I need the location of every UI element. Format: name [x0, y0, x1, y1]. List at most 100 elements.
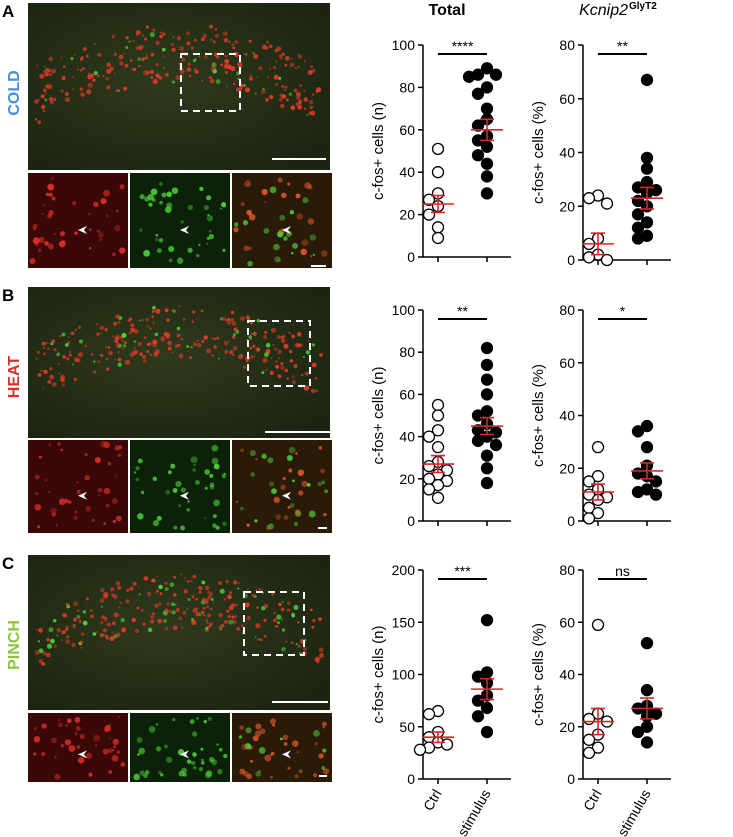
cell	[223, 340, 229, 346]
cell	[160, 773, 164, 777]
cell	[165, 489, 171, 495]
cell	[254, 355, 257, 358]
cell	[284, 368, 289, 373]
cell	[101, 605, 103, 608]
cell	[176, 326, 181, 331]
cell	[241, 743, 249, 751]
cell	[254, 92, 257, 95]
data-point	[489, 68, 503, 81]
cell	[80, 647, 83, 649]
cell	[171, 187, 179, 194]
cell	[247, 260, 253, 267]
y-tick-label: 40	[399, 164, 415, 180]
cell	[211, 354, 214, 357]
cell	[235, 603, 238, 607]
cell	[225, 579, 230, 584]
cell	[261, 453, 267, 459]
cell	[248, 335, 252, 339]
cell	[44, 92, 47, 95]
cell	[51, 196, 56, 201]
cell	[274, 256, 281, 263]
cell	[85, 752, 93, 760]
cell	[219, 317, 224, 321]
cell	[318, 647, 324, 653]
cell	[95, 323, 98, 326]
cell	[143, 249, 151, 257]
cell	[233, 327, 238, 332]
arrowhead	[282, 491, 291, 500]
cell	[96, 332, 100, 336]
cell	[42, 386, 45, 389]
cell	[60, 448, 63, 452]
cell	[224, 70, 229, 75]
cell	[44, 478, 48, 482]
cell	[54, 773, 61, 780]
cell	[132, 67, 136, 72]
cell	[191, 731, 198, 737]
cell	[79, 733, 85, 740]
y-tick-label: 0	[567, 771, 575, 787]
cell	[250, 355, 254, 359]
cell	[158, 771, 162, 775]
cell	[275, 60, 278, 63]
cell	[240, 448, 244, 453]
cell	[285, 640, 288, 643]
cell	[113, 358, 116, 361]
cell	[272, 618, 277, 623]
cell	[74, 231, 78, 235]
data-point	[431, 440, 445, 454]
cell	[112, 621, 116, 626]
cell	[307, 69, 313, 76]
cell	[135, 33, 139, 37]
cell	[56, 634, 59, 637]
cell	[74, 716, 81, 723]
column-title: Total	[428, 2, 465, 19]
cell	[232, 82, 236, 85]
cell	[105, 77, 109, 81]
cell	[94, 744, 98, 747]
cell	[172, 718, 176, 722]
cell	[119, 602, 122, 605]
data-point	[480, 388, 494, 401]
cell	[102, 75, 105, 77]
y-tick-label: 60	[559, 614, 575, 630]
cell	[138, 45, 143, 51]
cell	[106, 622, 111, 627]
cell	[104, 346, 107, 349]
cell	[255, 347, 261, 352]
cell	[299, 84, 302, 87]
cell	[207, 613, 212, 618]
cell	[249, 76, 253, 81]
data-point	[422, 459, 436, 473]
y-tick-label: 20	[559, 198, 575, 214]
cell	[137, 513, 144, 520]
data-point	[431, 409, 445, 422]
y-axis-label: c-fos+ cells (%)	[530, 364, 547, 467]
cell	[218, 625, 222, 629]
cell	[205, 626, 209, 630]
cell	[49, 374, 55, 380]
cell	[172, 36, 175, 39]
cell	[244, 743, 252, 750]
cell	[66, 718, 72, 724]
cell	[269, 370, 274, 375]
cell	[33, 726, 37, 731]
cell	[165, 627, 169, 631]
cell	[186, 759, 192, 764]
cell	[192, 468, 196, 472]
cell	[137, 458, 143, 464]
cell	[47, 84, 53, 90]
cell	[214, 28, 218, 31]
cell	[183, 577, 186, 579]
cell	[33, 227, 37, 231]
cell	[144, 196, 150, 202]
cell	[310, 65, 314, 69]
cell	[97, 52, 102, 57]
cell	[301, 373, 304, 377]
cell	[41, 723, 48, 729]
cell	[203, 205, 209, 211]
cell	[275, 360, 278, 363]
stimulus-label: COLD	[6, 70, 23, 115]
cell	[62, 355, 66, 359]
